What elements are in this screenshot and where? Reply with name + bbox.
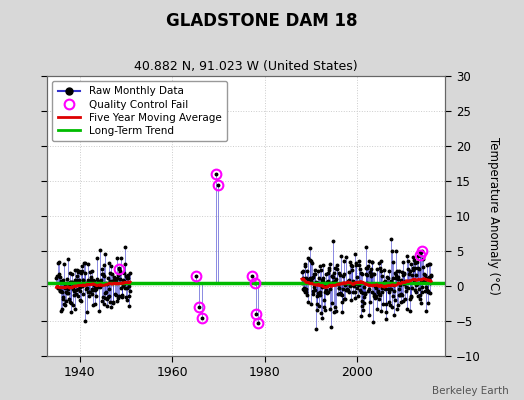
Text: GLADSTONE DAM 18: GLADSTONE DAM 18 <box>166 12 358 30</box>
Y-axis label: Temperature Anomaly (°C): Temperature Anomaly (°C) <box>487 137 500 295</box>
Legend: Raw Monthly Data, Quality Control Fail, Five Year Moving Average, Long-Term Tren: Raw Monthly Data, Quality Control Fail, … <box>52 81 227 141</box>
Title: 40.882 N, 91.023 W (United States): 40.882 N, 91.023 W (United States) <box>135 60 358 74</box>
Text: Berkeley Earth: Berkeley Earth <box>432 386 508 396</box>
